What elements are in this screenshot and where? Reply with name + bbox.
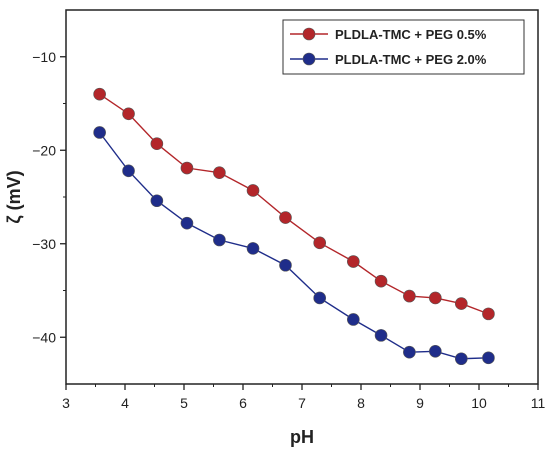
series-layer <box>93 87 495 366</box>
y-axis-label: ζ (mV) <box>4 170 25 223</box>
data-point <box>122 164 135 178</box>
data-point <box>213 233 226 247</box>
data-point <box>347 313 360 326</box>
data-point <box>403 345 416 359</box>
y-tick-label: −40 <box>32 329 56 345</box>
x-axis-label: pH <box>290 427 314 447</box>
data-point <box>180 161 194 175</box>
data-point <box>482 307 495 321</box>
x-tick-label: 7 <box>298 395 306 411</box>
x-tick-label: 11 <box>531 395 546 411</box>
data-point <box>279 258 292 272</box>
data-point <box>279 211 292 224</box>
series-line <box>99 132 489 360</box>
legend-label: PLDLA-TMC + PEG 2.0% <box>335 52 487 67</box>
y-tick-label: −20 <box>32 142 56 158</box>
data-point <box>313 291 327 305</box>
legend-box <box>282 19 525 75</box>
data-point <box>93 126 106 139</box>
axis-ticks: 3 4 5 6 7 8 9 10 11 −10 −20 −30 −40 <box>32 49 545 411</box>
data-point <box>93 87 106 101</box>
series-1 <box>93 87 495 321</box>
legend: PLDLA-TMC + PEG 0.5% PLDLA-TMC + PEG 2.0% <box>282 19 525 75</box>
plot-frame <box>65 9 539 385</box>
data-point <box>429 344 442 358</box>
data-point <box>246 184 260 197</box>
data-point <box>180 216 194 230</box>
data-point <box>150 137 164 151</box>
data-point <box>454 352 468 366</box>
x-tick-label: 4 <box>121 395 129 411</box>
y-tick-label: −10 <box>32 49 56 65</box>
data-point <box>213 166 226 179</box>
x-tick-label: 3 <box>62 395 70 411</box>
series-2 <box>93 126 495 366</box>
data-point <box>429 291 442 305</box>
legend-marker <box>302 27 316 41</box>
x-tick-label: 10 <box>471 395 487 411</box>
data-point <box>246 242 260 255</box>
data-point <box>347 255 360 268</box>
x-tick-label: 9 <box>416 395 424 411</box>
data-point <box>374 274 388 288</box>
y-tick-label: −30 <box>32 236 56 252</box>
data-point <box>150 194 164 208</box>
data-point <box>313 236 327 250</box>
legend-marker <box>302 52 316 66</box>
data-point <box>403 289 416 303</box>
data-point <box>374 329 388 342</box>
x-tick-label: 8 <box>357 395 365 411</box>
data-point <box>482 351 495 365</box>
data-point <box>454 297 468 310</box>
data-point <box>122 107 135 121</box>
legend-label: PLDLA-TMC + PEG 0.5% <box>335 27 487 42</box>
x-tick-label: 6 <box>239 395 247 411</box>
x-tick-label: 5 <box>180 395 188 411</box>
